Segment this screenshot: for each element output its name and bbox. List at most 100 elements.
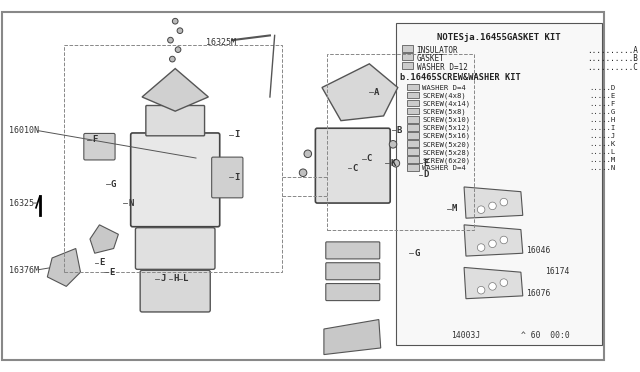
Polygon shape [142, 68, 209, 111]
Bar [401, 45, 413, 51]
Text: C: C [367, 154, 372, 163]
Text: WASHER D=4: WASHER D=4 [422, 165, 466, 171]
Text: .....D: .....D [589, 85, 615, 91]
Circle shape [477, 244, 485, 251]
Polygon shape [90, 225, 118, 253]
Polygon shape [324, 320, 381, 355]
FancyBboxPatch shape [140, 270, 211, 312]
Bar [407, 116, 419, 122]
Circle shape [168, 37, 173, 43]
FancyBboxPatch shape [326, 263, 380, 280]
Bar [407, 124, 419, 131]
Circle shape [477, 286, 485, 294]
Text: C: C [353, 164, 358, 173]
Text: ..........C: ..........C [587, 63, 638, 72]
Circle shape [175, 47, 181, 52]
Polygon shape [464, 225, 523, 256]
Text: I: I [234, 130, 239, 140]
Bar [407, 132, 419, 139]
Text: E: E [109, 268, 115, 277]
FancyBboxPatch shape [146, 106, 205, 136]
Text: E: E [424, 159, 429, 168]
Text: SCREW(5x12): SCREW(5x12) [422, 125, 470, 131]
Polygon shape [464, 267, 523, 299]
Text: 16076: 16076 [525, 289, 550, 298]
Circle shape [389, 141, 397, 148]
Text: SCREW(5x28): SCREW(5x28) [422, 149, 470, 155]
Text: 16376M: 16376M [10, 266, 40, 275]
Text: .....J: .....J [589, 133, 615, 139]
Text: .....E: .....E [589, 93, 615, 99]
Text: ..........A: ..........A [587, 46, 638, 55]
Text: NOTESja.16455GASKET KIT: NOTESja.16455GASKET KIT [437, 33, 561, 42]
Bar [407, 164, 419, 171]
Text: .....G: .....G [589, 109, 615, 115]
Circle shape [500, 279, 508, 286]
FancyBboxPatch shape [212, 157, 243, 198]
Bar [407, 140, 419, 147]
FancyBboxPatch shape [84, 134, 115, 160]
Bar [407, 156, 419, 163]
Circle shape [489, 202, 496, 210]
Text: 14003J: 14003J [451, 331, 480, 340]
Polygon shape [47, 248, 81, 286]
Bar [401, 54, 413, 60]
Circle shape [500, 236, 508, 244]
Text: I: I [234, 173, 239, 182]
Text: 16174: 16174 [545, 267, 569, 276]
Text: N: N [128, 199, 133, 208]
Text: 16325M: 16325M [207, 38, 236, 46]
Text: 16046: 16046 [525, 246, 550, 255]
Text: G: G [414, 249, 419, 258]
Text: SCREW(5x20): SCREW(5x20) [422, 141, 470, 148]
Text: M: M [452, 204, 458, 213]
Text: ..........B: ..........B [587, 54, 638, 63]
Text: L: L [183, 274, 188, 283]
Circle shape [500, 198, 508, 206]
Text: SCREW(6x20): SCREW(6x20) [422, 157, 470, 164]
Text: .....H: .....H [589, 117, 615, 123]
Circle shape [392, 160, 399, 167]
Bar [396, 23, 602, 345]
Circle shape [489, 240, 496, 247]
Text: SCREW(4x8): SCREW(4x8) [422, 93, 466, 99]
Text: WASHER D=12: WASHER D=12 [417, 63, 468, 72]
Bar [401, 62, 413, 68]
Text: 16010N: 16010N [10, 126, 40, 135]
Circle shape [304, 150, 312, 158]
Text: E: E [100, 258, 105, 267]
Text: .....N: .....N [589, 165, 615, 171]
Text: .....I: .....I [589, 125, 615, 131]
Bar [327, 54, 474, 230]
Text: .....M: .....M [589, 157, 615, 163]
Text: INSULATOR: INSULATOR [417, 46, 458, 55]
FancyBboxPatch shape [136, 228, 215, 269]
Bar [407, 84, 419, 90]
Text: ^ 60  00:0: ^ 60 00:0 [521, 331, 570, 340]
Text: b.16465SCREW&WASHER KIT: b.16465SCREW&WASHER KIT [399, 73, 520, 82]
Text: WASHER D=4: WASHER D=4 [422, 85, 466, 91]
Text: SCREW(5x10): SCREW(5x10) [422, 117, 470, 124]
Polygon shape [322, 64, 398, 121]
Circle shape [170, 56, 175, 62]
Text: SCREW(4x14): SCREW(4x14) [422, 101, 470, 107]
Bar [407, 92, 419, 99]
Bar [407, 108, 419, 115]
Polygon shape [464, 187, 523, 218]
Text: B: B [397, 126, 403, 135]
FancyBboxPatch shape [131, 133, 220, 227]
Text: H: H [173, 274, 179, 283]
Bar [407, 148, 419, 155]
Text: 16325: 16325 [10, 199, 35, 208]
Text: .....L: .....L [589, 149, 615, 155]
Text: .....F: .....F [589, 101, 615, 107]
Text: A: A [374, 88, 380, 97]
Circle shape [300, 169, 307, 177]
Text: F: F [92, 135, 97, 144]
Circle shape [177, 28, 183, 33]
Bar [407, 100, 419, 106]
FancyBboxPatch shape [316, 128, 390, 203]
Text: .....K: .....K [589, 141, 615, 147]
Text: SCREW(5x16): SCREW(5x16) [422, 133, 470, 140]
FancyBboxPatch shape [326, 283, 380, 301]
